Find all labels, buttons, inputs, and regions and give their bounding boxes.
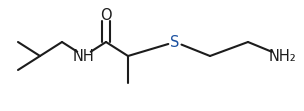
Text: NH₂: NH₂ — [268, 49, 296, 63]
Text: NH: NH — [73, 49, 95, 63]
Text: S: S — [170, 35, 180, 50]
Text: O: O — [100, 8, 112, 23]
